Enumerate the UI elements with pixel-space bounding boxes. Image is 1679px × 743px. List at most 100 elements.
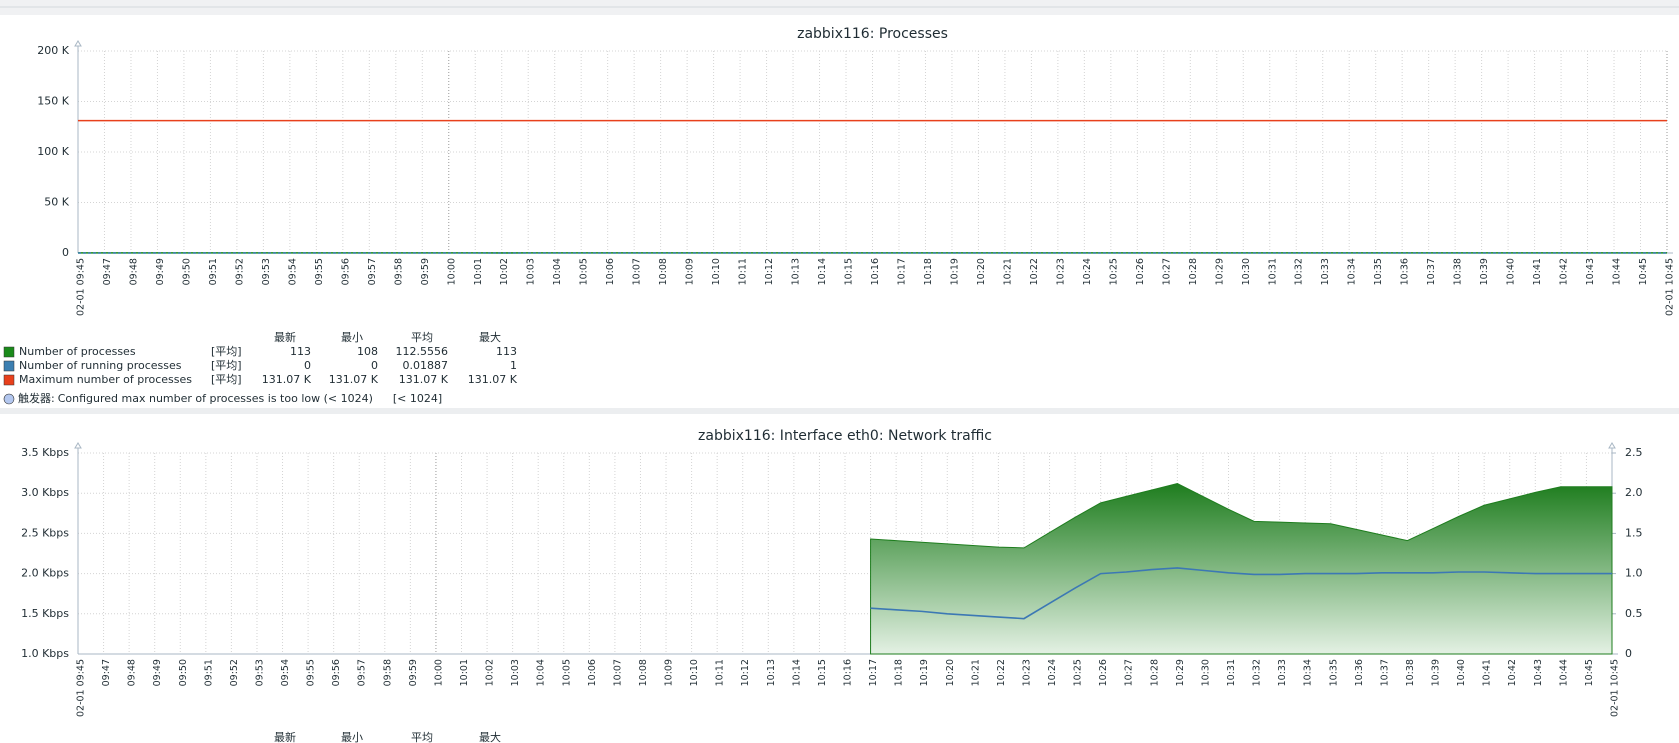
- y-axis-arrow: [74, 40, 82, 47]
- x-tick-label: 10:08: [638, 659, 649, 686]
- legend-header: 最小: [341, 331, 363, 344]
- x-tick-label: 10:17: [868, 659, 879, 686]
- x-tick-label: 10:23: [1055, 258, 1066, 285]
- x-tick-label: 10:41: [1482, 659, 1493, 686]
- y2-tick-label: 2.5: [1625, 446, 1643, 459]
- x-tick-label: 10:10: [689, 659, 700, 686]
- x-tick-label: 10:24: [1047, 659, 1058, 686]
- x-tick-label: 10:09: [664, 659, 675, 686]
- x-tick-label: 10:07: [632, 258, 643, 285]
- series-line: [870, 567, 1612, 620]
- x-tick-label: 09:56: [340, 258, 351, 285]
- x-tick-label: 10:30: [1200, 659, 1211, 686]
- x-tick-label: 09:56: [331, 659, 342, 686]
- x-tick-label: 10:39: [1479, 258, 1490, 285]
- x-tick-label: 10:09: [685, 258, 696, 285]
- x-tick-label: 10:26: [1098, 659, 1109, 686]
- x-tick-label: 10:12: [764, 258, 775, 285]
- x-tick-label: 10:11: [738, 258, 749, 285]
- y2-tick-label: 1.5: [1625, 526, 1643, 539]
- x-tick-label: 09:55: [306, 659, 317, 686]
- x-tick-label: 10:22: [996, 659, 1007, 686]
- x-tick-label: 10:15: [817, 659, 828, 686]
- x-tick-label: 09:55: [314, 258, 325, 285]
- x-tick-label: 10:39: [1431, 659, 1442, 686]
- x-tick-label: 09:48: [128, 258, 139, 285]
- x-tick-label: 10:42: [1507, 659, 1518, 686]
- y-tick-label: 2.0 Kbps: [21, 567, 69, 580]
- y2-tick-label: 2.0: [1625, 486, 1643, 499]
- x-tick-label: 10:16: [843, 659, 854, 686]
- x-tick-label: 10:00: [433, 659, 444, 686]
- y-tick-label: 100 K: [37, 145, 69, 158]
- x-tick-label: 10:22: [1029, 258, 1040, 285]
- x-tick-label: 09:48: [127, 659, 138, 686]
- x-tick-label: 10:44: [1612, 258, 1623, 285]
- legend-swatch: [3, 374, 15, 386]
- legend-stat: 113: [496, 345, 517, 358]
- x-tick-label: 10:30: [1241, 258, 1252, 285]
- x-tick-label: 10:45: [1638, 258, 1649, 285]
- legend-stat: 131.07 K: [468, 373, 518, 386]
- y-tick-label: 2.5 Kbps: [21, 526, 69, 539]
- legend-header: 最小: [341, 731, 363, 743]
- x-tick-label: 10:42: [1559, 258, 1570, 285]
- x-tick-label: 10:32: [1294, 258, 1305, 285]
- y2-axis-arrow: [1608, 442, 1616, 449]
- legend-header: 最新: [274, 730, 296, 743]
- y-tick-label: 3.0 Kbps: [21, 486, 69, 499]
- chart-title: zabbix116: Processes: [797, 26, 948, 42]
- x-tick-label: 10:06: [587, 659, 598, 686]
- x-tick-label: 09:57: [367, 258, 378, 285]
- x-tick-label: 10:25: [1073, 659, 1084, 686]
- chart-title: zabbix116: Interface eth0: Network traff…: [698, 428, 992, 444]
- trigger-threshold: [< 1024]: [393, 392, 442, 405]
- x-tick-label: 09:54: [287, 258, 298, 285]
- y-tick-label: 3.5 Kbps: [21, 446, 69, 459]
- x-tick-label: 10:01: [473, 258, 484, 285]
- legend-stat: 112.5556: [396, 345, 449, 358]
- x-tick-label: 10:19: [919, 659, 930, 686]
- x-tick-label: 10:32: [1252, 659, 1263, 686]
- legend-function: [平均]: [211, 345, 242, 358]
- legend-name: Number of processes: [19, 345, 136, 358]
- x-tick-label: 10:34: [1347, 258, 1358, 285]
- x-tick-label: 10:06: [605, 258, 616, 285]
- x-tick-label: 10:38: [1405, 659, 1416, 686]
- x-tick-label: 10:36: [1354, 659, 1365, 686]
- y-axis-arrow: [74, 442, 82, 449]
- x-tick-label: 10:08: [658, 258, 669, 285]
- x-tick-label: 10:05: [561, 659, 572, 686]
- legend-header: 平均: [411, 331, 433, 344]
- x-tick-label: 10:29: [1175, 659, 1186, 686]
- separator: [0, 408, 1679, 414]
- legend-stat: 131.07 K: [399, 373, 449, 386]
- x-tick-label: 09:58: [393, 258, 404, 285]
- x-tick-label: 10:40: [1456, 659, 1467, 686]
- x-tick-label: 09:53: [261, 258, 272, 285]
- x-tick-label: 10:20: [976, 258, 987, 285]
- y-tick-label: 1.0 Kbps: [21, 647, 69, 660]
- x-tick-label: 10:28: [1149, 659, 1160, 686]
- legend-stat: 1: [510, 359, 517, 372]
- x-tick-label: 09:52: [234, 258, 245, 285]
- x-tick-label: 09:51: [203, 659, 214, 686]
- x-tick-label: 10:27: [1124, 659, 1135, 686]
- x-tick-label: 10:12: [740, 659, 751, 686]
- x-tick-label: 10:35: [1328, 659, 1339, 686]
- x-tick-label: 10:27: [1161, 258, 1172, 285]
- y-tick-label: 200 K: [37, 44, 69, 57]
- legend-swatch: [3, 346, 15, 358]
- x-tick-label: 09:59: [408, 659, 419, 686]
- x-tick-label: 10:41: [1532, 258, 1543, 285]
- x-tick-label: 10:00: [446, 258, 457, 285]
- x-tick-label: 10:02: [499, 258, 510, 285]
- legend-swatch: [3, 360, 15, 372]
- x-tick-label: 10:07: [612, 659, 623, 686]
- x-tick-label: 09:47: [102, 258, 113, 285]
- x-tick-label: 10:33: [1277, 659, 1288, 686]
- legend-stat: 131.07 K: [262, 373, 312, 386]
- x-tick-label: 10:31: [1226, 659, 1237, 686]
- x-tick-label: 10:31: [1267, 258, 1278, 285]
